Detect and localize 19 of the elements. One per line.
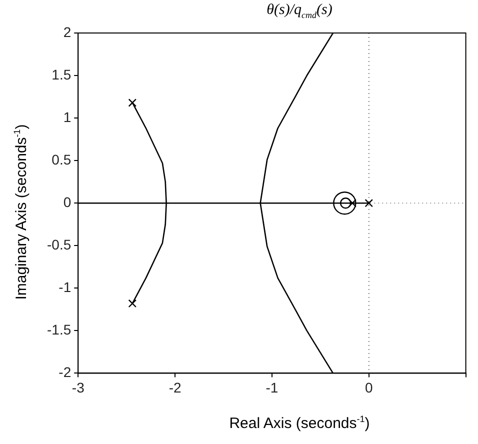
x-axis-title: Real Axis (seconds$^{-1}$) — [228, 414, 371, 432]
x-tick-label: 0 — [364, 379, 373, 396]
y-tick-label: 1 — [63, 108, 72, 125]
point — [364, 198, 374, 208]
y-tick-label: -1 — [58, 279, 72, 296]
y-tick-label: 0 — [63, 194, 72, 210]
x-tick-label: -1 — [266, 379, 278, 396]
y-tick-label: -2 — [58, 364, 72, 380]
y-tick-label: 0.5 — [52, 151, 72, 168]
x-tick-label: -3 — [72, 379, 85, 396]
y-tick-label: -0.5 — [47, 236, 72, 252]
y-tick-label: 2 — [63, 24, 72, 40]
point — [128, 299, 137, 308]
point — [348, 198, 357, 208]
chart-title: θ(s)/q$_{cmd}$(s) — [266, 2, 334, 20]
point — [128, 98, 137, 107]
x-tick-label: -2 — [168, 379, 182, 396]
y-tick-label: 1.5 — [52, 66, 72, 82]
y-tick-label: -1.5 — [47, 322, 72, 338]
